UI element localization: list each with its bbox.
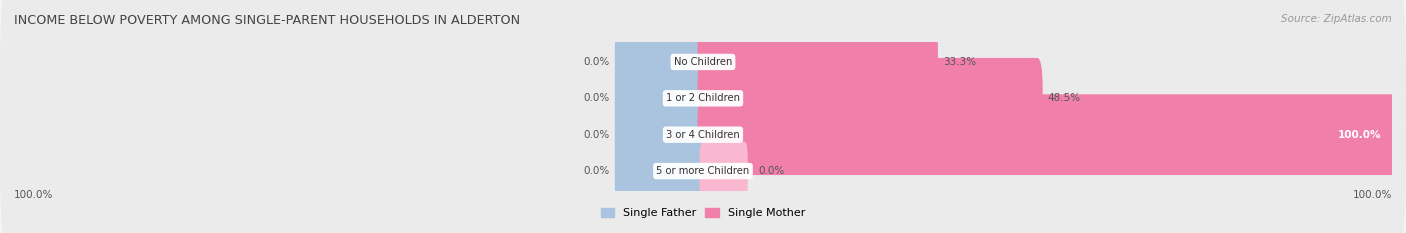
- FancyBboxPatch shape: [614, 22, 709, 102]
- Text: 100.0%: 100.0%: [14, 190, 53, 200]
- Text: 3 or 4 Children: 3 or 4 Children: [666, 130, 740, 140]
- FancyBboxPatch shape: [0, 0, 1406, 149]
- FancyBboxPatch shape: [700, 142, 748, 201]
- FancyBboxPatch shape: [0, 47, 1406, 222]
- FancyBboxPatch shape: [614, 94, 709, 175]
- FancyBboxPatch shape: [0, 11, 1406, 186]
- Text: No Children: No Children: [673, 57, 733, 67]
- Text: 0.0%: 0.0%: [583, 166, 610, 176]
- Text: INCOME BELOW POVERTY AMONG SINGLE-PARENT HOUSEHOLDS IN ALDERTON: INCOME BELOW POVERTY AMONG SINGLE-PARENT…: [14, 14, 520, 27]
- FancyBboxPatch shape: [697, 94, 1398, 175]
- FancyBboxPatch shape: [697, 22, 938, 102]
- FancyBboxPatch shape: [614, 58, 709, 139]
- Text: 1 or 2 Children: 1 or 2 Children: [666, 93, 740, 103]
- Text: 0.0%: 0.0%: [583, 130, 610, 140]
- Text: 0.0%: 0.0%: [583, 57, 610, 67]
- Text: 48.5%: 48.5%: [1047, 93, 1081, 103]
- Text: 0.0%: 0.0%: [583, 93, 610, 103]
- Legend: Single Father, Single Mother: Single Father, Single Mother: [600, 208, 806, 218]
- Text: 33.3%: 33.3%: [943, 57, 976, 67]
- Text: 100.0%: 100.0%: [1353, 190, 1392, 200]
- FancyBboxPatch shape: [614, 131, 709, 211]
- Text: 100.0%: 100.0%: [1339, 130, 1382, 140]
- Text: 0.0%: 0.0%: [758, 166, 785, 176]
- Text: 5 or more Children: 5 or more Children: [657, 166, 749, 176]
- FancyBboxPatch shape: [0, 84, 1406, 233]
- Text: Source: ZipAtlas.com: Source: ZipAtlas.com: [1281, 14, 1392, 24]
- FancyBboxPatch shape: [697, 58, 1043, 139]
